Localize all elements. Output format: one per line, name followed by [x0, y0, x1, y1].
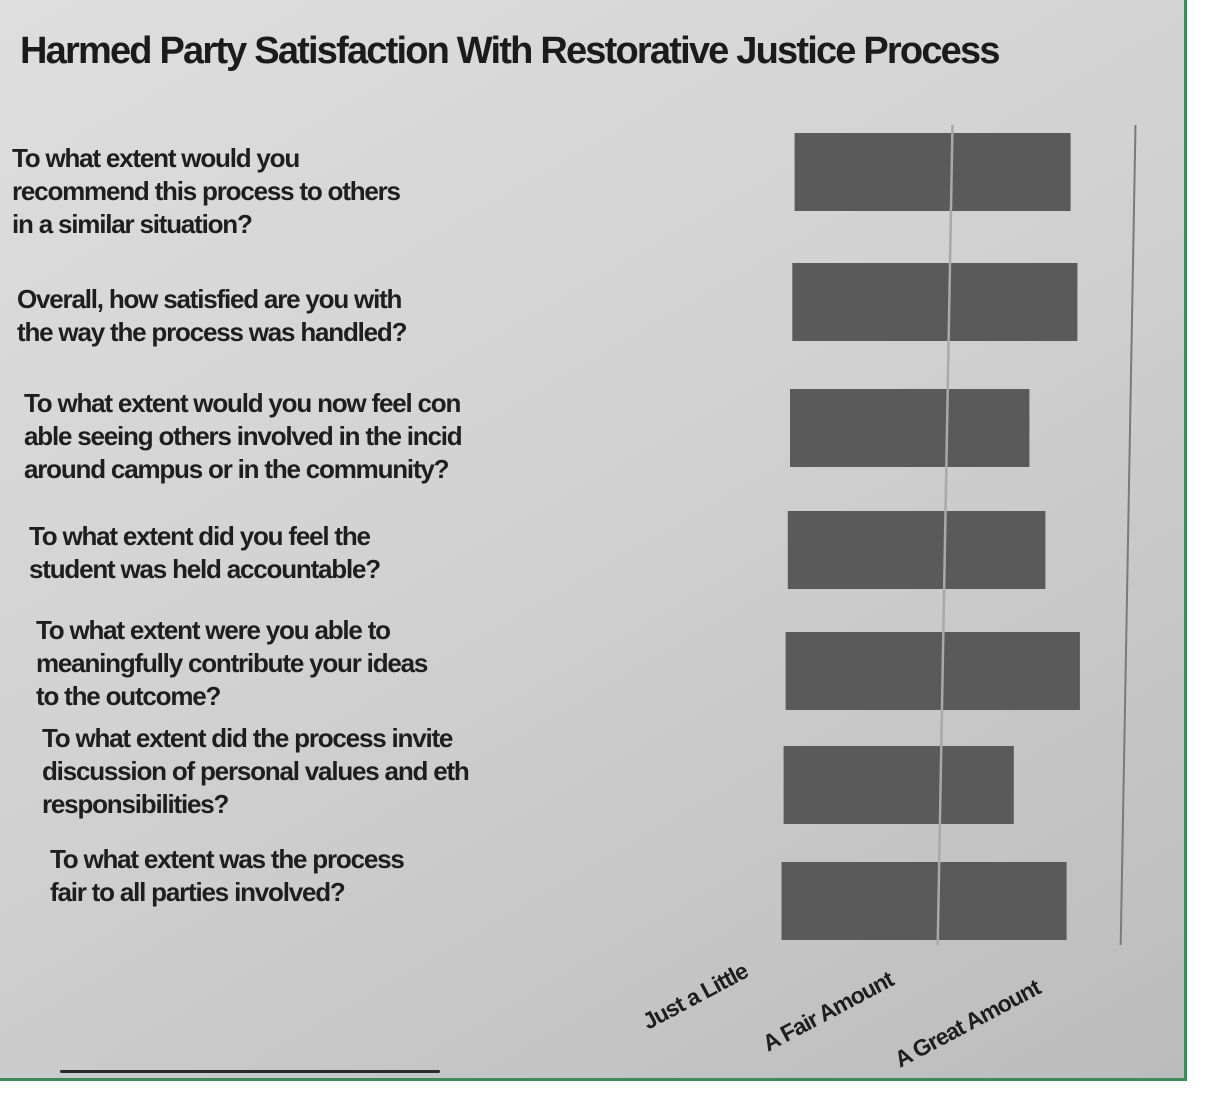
question-label-7: To what extent was the process fair to a…: [50, 844, 405, 907]
bar-4: [787, 511, 1046, 589]
bottom-rule: [60, 1070, 440, 1073]
question-label-5: To what extent were you able to meaningf…: [36, 615, 428, 711]
x-tick-label-1: Just a Little: [638, 957, 752, 1034]
great-amount-reference-line: [1119, 124, 1137, 946]
question-label-6: To what extent did the process invite di…: [42, 723, 470, 819]
x-tick-label-3: A Great Amount: [890, 973, 1045, 1072]
question-label-1: To what extent would you recommend this …: [12, 143, 401, 239]
bar-1: [794, 133, 1071, 211]
chart-title: Harmed Party Satisfaction With Restorati…: [20, 30, 1000, 72]
bar-6: [783, 746, 1014, 824]
bar-5: [785, 632, 1080, 710]
bar-2: [792, 263, 1078, 341]
fair-amount-reference-line: [936, 124, 954, 946]
question-label-3: To what extent would you now feel con ab…: [24, 388, 463, 484]
bar-7: [781, 862, 1067, 940]
bar-3: [790, 389, 1030, 467]
question-label-4: To what extent did you feel the student …: [29, 521, 381, 584]
question-label-2: Overall, how satisfied are you with the …: [17, 284, 407, 347]
x-tick-label-2: A Fair Amount: [758, 965, 898, 1056]
chart-page: Harmed Party Satisfaction With Restorati…: [0, 0, 1187, 1081]
